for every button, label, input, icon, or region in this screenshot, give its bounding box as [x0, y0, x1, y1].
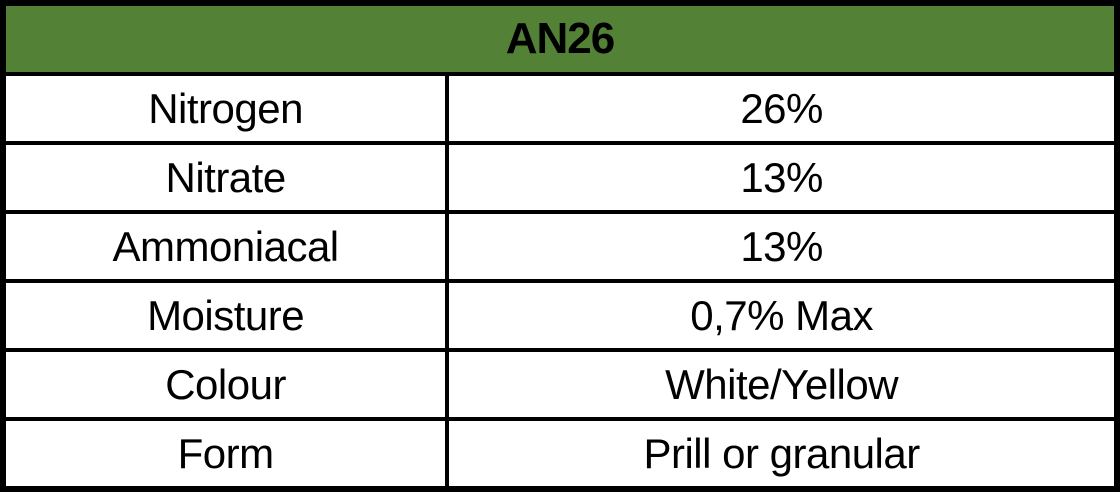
spec-value: 0,7% Max	[690, 291, 873, 339]
spec-value: 13%	[740, 222, 823, 270]
spec-value: White/Yellow	[665, 360, 899, 408]
spec-value: 13%	[740, 153, 823, 201]
table-row-form: Form Prill or granular	[6, 417, 1114, 486]
table-row-colour: Colour White/Yellow	[6, 348, 1114, 417]
spec-value: 26%	[740, 84, 823, 132]
spec-label: Moisture	[6, 283, 450, 348]
table-row-nitrate: Nitrate 13%	[6, 141, 1114, 210]
spec-label: Form	[6, 421, 450, 486]
spec-label: Ammoniacal	[6, 214, 450, 279]
spec-label: Colour	[6, 352, 450, 417]
spec-label: Nitrogen	[6, 76, 450, 141]
table-row-nitrogen: Nitrogen 26%	[6, 72, 1114, 141]
table-header-an26: AN26	[6, 6, 1114, 72]
table-row-ammoniacal: Ammoniacal 13%	[6, 210, 1114, 279]
spec-label: Nitrate	[6, 145, 450, 210]
table-row-moisture: Moisture 0,7% Max	[6, 279, 1114, 348]
spec-value: Prill or granular	[643, 429, 920, 477]
